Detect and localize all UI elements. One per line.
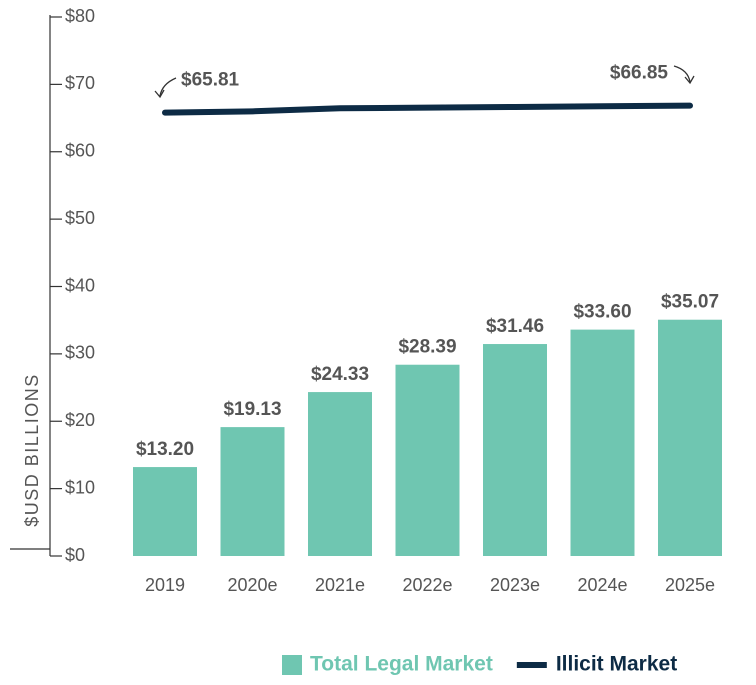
x-tick-label: 2021e — [315, 575, 365, 595]
bar-value-label: $31.46 — [486, 316, 544, 337]
arrow-head — [154, 89, 165, 99]
bar — [570, 329, 635, 556]
y-tick-label: $10 — [65, 477, 95, 497]
y-tick-label: $0 — [65, 545, 85, 565]
y-tick-label: $30 — [65, 343, 95, 363]
bar-value-label: $24.33 — [311, 364, 369, 385]
bar-value-label: $13.20 — [136, 439, 194, 460]
y-tick-label: $40 — [65, 275, 95, 295]
x-tick-label: 2023e — [490, 575, 540, 595]
y-tick-label: $50 — [65, 208, 95, 228]
bar — [658, 319, 722, 556]
arrow — [673, 65, 691, 83]
legend-swatch — [282, 655, 302, 675]
arrow-head — [684, 75, 695, 85]
x-tick-label: 2024e — [577, 575, 627, 595]
y-tick-label: $20 — [65, 410, 95, 430]
bar — [483, 344, 547, 556]
line-value-label: $66.85 — [610, 63, 669, 84]
bar-value-label: $28.39 — [398, 337, 456, 358]
legend-label: Total Legal Market — [310, 653, 493, 676]
bar — [220, 427, 285, 556]
bar — [308, 392, 372, 556]
bar-value-label: $35.07 — [661, 292, 719, 313]
y-tick-label: $70 — [65, 73, 95, 93]
bar — [395, 364, 460, 556]
y-tick-label: $60 — [65, 141, 95, 161]
y-tick-label: $80 — [65, 6, 95, 26]
line — [162, 102, 693, 116]
legend-label: Illicit Market — [556, 653, 677, 676]
y-axis-label: $USD BILLIONS — [22, 373, 42, 527]
x-tick-label: 2020e — [227, 575, 277, 595]
bar-value-label: $19.13 — [223, 399, 281, 420]
arrow — [159, 77, 177, 97]
bar — [133, 467, 197, 556]
line-value-label: $65.81 — [181, 70, 240, 91]
bar-value-label: $33.60 — [573, 302, 631, 323]
x-tick-label: 2022e — [402, 575, 452, 595]
x-tick-label: 2025e — [665, 575, 715, 595]
x-tick-label: 2019 — [145, 575, 185, 595]
